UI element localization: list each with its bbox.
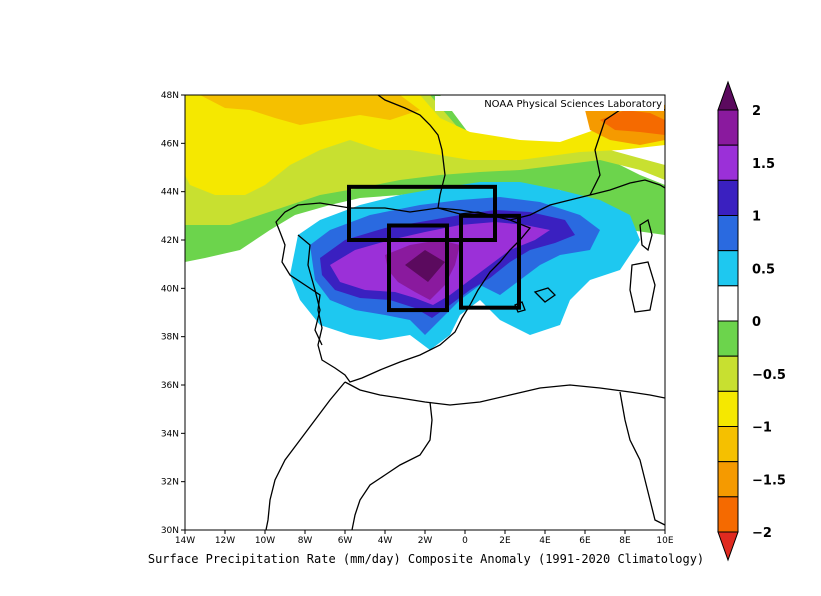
morocco-atlantic-coast (265, 381, 346, 530)
lon-tick-label: 8E (619, 536, 631, 546)
lon-tick-label: 2W (418, 536, 433, 546)
longitude-axis: 14W 12W 10W 8W 6W 4W 2W 0 2E 4E 6E 8E 10E (175, 530, 674, 546)
colorbar-label: 0 (752, 315, 761, 330)
lat-tick-label: 36N (161, 381, 179, 391)
lon-tick-label: 6E (579, 536, 591, 546)
colorbar-label: −1.5 (752, 473, 786, 488)
colorbar-segment (717, 320, 739, 357)
balearic-mallorca (533, 287, 557, 303)
lat-tick-label: 32N (161, 478, 179, 488)
north-africa-coast (344, 381, 665, 406)
colorbar-segment (717, 461, 739, 498)
credit-label: NOAA Physical Sciences Laboratory (484, 99, 662, 110)
colorbar-label: −0.5 (752, 368, 786, 383)
latitude-axis: 48N 46N 44N 42N 40N 38N 36N 34N 32N 30N (161, 91, 185, 536)
lat-tick-label: 30N (161, 526, 179, 536)
colorbar-segment (717, 426, 739, 463)
credit-box (435, 96, 664, 111)
colorbar-segment (717, 496, 739, 533)
colorbar-label: −2 (752, 526, 772, 541)
lon-tick-label: 14W (175, 536, 195, 546)
lat-tick-label: 44N (161, 188, 179, 198)
lat-tick-label: 48N (161, 91, 179, 101)
sardinia (629, 261, 656, 313)
algeria-tunisia-border (619, 391, 665, 526)
colorbar-label: 1 (752, 210, 761, 225)
lat-tick-label: 34N (161, 429, 179, 439)
colorbar-label: 2 (752, 104, 761, 119)
study-box-2 (387, 223, 449, 313)
morocco-algeria-border (351, 401, 433, 530)
lat-tick-label: 42N (161, 236, 179, 246)
colorbar-segment (717, 390, 739, 428)
portugal-border (297, 234, 323, 346)
colorbar: 2 1.5 1 0.5 0 −0.5 −1 −1.5 −2 (717, 80, 786, 562)
study-box-1 (347, 184, 497, 242)
lon-tick-label: 12W (215, 536, 235, 546)
colorbar-segment (717, 215, 739, 252)
lon-tick-label: 6W (338, 536, 353, 546)
colorbar-label: 0.5 (752, 262, 775, 277)
lon-tick-label: 8W (298, 536, 313, 546)
colorbar-segment (717, 250, 739, 287)
colorbar-top-arrow (717, 80, 739, 111)
colorbar-label: 1.5 (752, 157, 775, 172)
colorbar-bottom-arrow (717, 531, 739, 562)
gulf-of-lion-coast (509, 179, 665, 221)
map-caption: Surface Precipitation Rate (mm/day) Comp… (148, 552, 704, 566)
lon-tick-label: 4E (539, 536, 551, 546)
lat-tick-label: 38N (161, 333, 179, 343)
shade-gold (200, 95, 420, 125)
lon-tick-label: 10W (255, 536, 275, 546)
lon-tick-label: 0 (462, 536, 468, 546)
lat-tick-label: 40N (161, 284, 179, 294)
lon-tick-label: 4W (378, 536, 393, 546)
lat-tick-label: 46N (161, 139, 179, 149)
colorbar-segment (717, 285, 739, 322)
iberia-coast (275, 202, 532, 383)
study-box-3 (459, 213, 521, 310)
corsica (639, 218, 653, 252)
study-boxes (347, 184, 521, 313)
shade-dark-purple (405, 250, 445, 282)
colorbar-segment (717, 355, 739, 392)
lon-tick-label: 10E (656, 536, 673, 546)
colorbar-segment (717, 179, 739, 216)
shade-red-ne (600, 110, 665, 135)
colorbar-label: −1 (752, 421, 772, 436)
colorbar-segment (717, 109, 739, 146)
lon-tick-label: 2E (499, 536, 511, 546)
colorbar-segment (717, 144, 739, 181)
